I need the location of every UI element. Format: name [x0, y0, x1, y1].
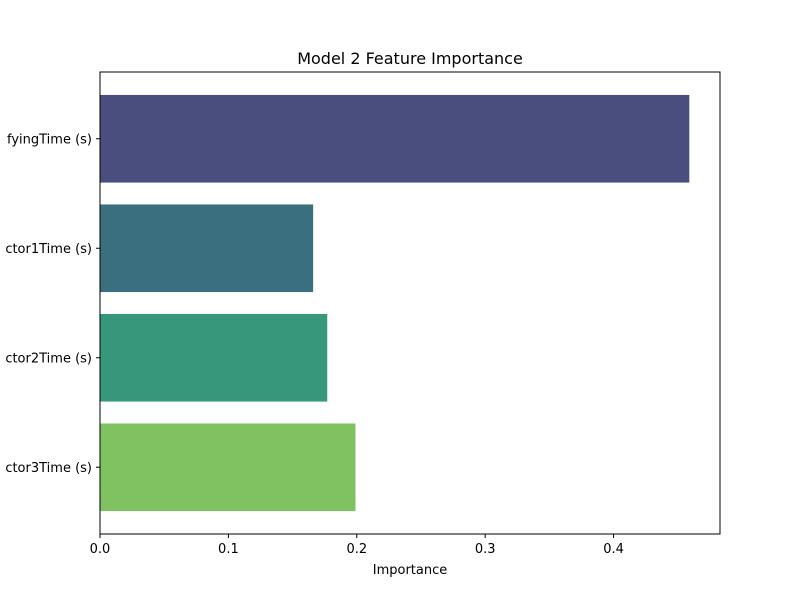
x-tick-label: 0.3 — [475, 542, 496, 557]
bar-group — [100, 94, 690, 512]
x-tick-label: 0.4 — [603, 542, 624, 557]
x-tick-label: 0.0 — [90, 542, 111, 557]
chart-title: Model 2 Feature Importance — [297, 49, 523, 68]
x-axis: 0.0 0.1 0.2 0.3 0.4 — [90, 534, 624, 557]
bar — [100, 204, 314, 293]
bar — [100, 313, 328, 402]
bar — [100, 423, 356, 512]
y-tick-label: ctor1Time (s) — [5, 242, 92, 257]
plot-frame — [99, 71, 721, 535]
bar — [100, 94, 690, 183]
x-tick-label: 0.1 — [218, 542, 239, 557]
y-tick-label: fyingTime (s) — [7, 132, 92, 147]
x-tick-label: 0.2 — [346, 542, 367, 557]
y-tick-label: ctor3Time (s) — [5, 461, 92, 476]
y-axis: fyingTime (s) ctor1Time (s) ctor2Time (s) c… — [5, 132, 100, 476]
y-tick-label: ctor2Time (s) — [5, 351, 92, 366]
x-axis-title: Importance — [373, 563, 448, 578]
